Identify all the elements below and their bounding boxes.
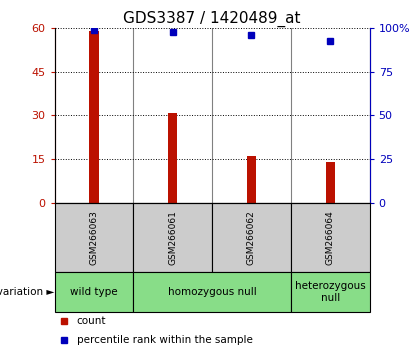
Bar xyxy=(247,156,256,202)
Text: genotype/variation ►: genotype/variation ► xyxy=(0,287,55,297)
Text: GSM266061: GSM266061 xyxy=(168,210,177,265)
Bar xyxy=(55,272,134,312)
Text: homozygous null: homozygous null xyxy=(168,287,257,297)
Title: GDS3387 / 1420489_at: GDS3387 / 1420489_at xyxy=(123,11,301,27)
Bar xyxy=(212,202,291,272)
Bar xyxy=(326,162,335,202)
Text: GSM266063: GSM266063 xyxy=(89,210,98,265)
Text: count: count xyxy=(77,316,106,326)
Bar xyxy=(134,202,212,272)
Text: heterozygous
null: heterozygous null xyxy=(295,281,365,303)
Text: percentile rank within the sample: percentile rank within the sample xyxy=(77,335,252,345)
Text: GSM266064: GSM266064 xyxy=(326,210,335,265)
Text: wild type: wild type xyxy=(70,287,118,297)
Bar xyxy=(168,113,178,202)
Bar xyxy=(55,202,134,272)
Bar xyxy=(291,272,370,312)
Bar xyxy=(291,202,370,272)
Bar xyxy=(89,31,99,202)
Text: GSM266062: GSM266062 xyxy=(247,210,256,265)
Bar xyxy=(134,272,291,312)
